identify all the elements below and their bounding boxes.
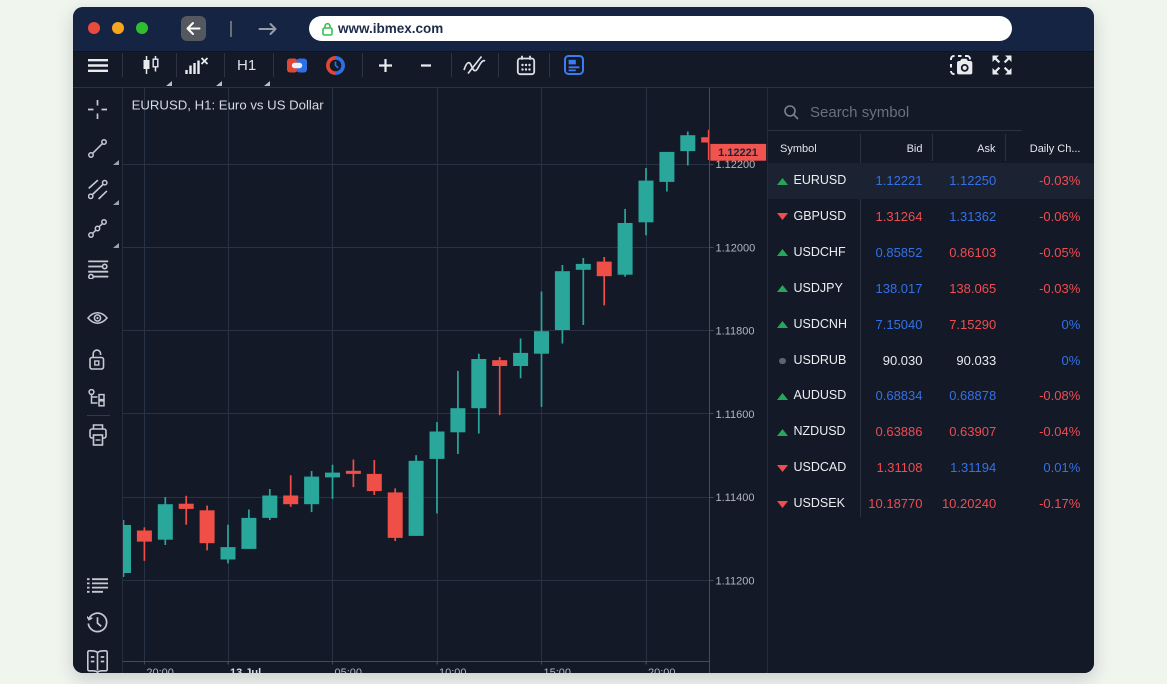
svg-text:1.11600: 1.11600 <box>716 409 755 421</box>
svg-text:1.12221: 1.12221 <box>718 147 758 159</box>
svg-text:1.11800: 1.11800 <box>716 326 755 338</box>
svg-text:EURUSD, H1: Euro vs US Dollar: EURUSD, H1: Euro vs US Dollar <box>132 98 325 113</box>
svg-text:20:00: 20:00 <box>146 667 174 673</box>
svg-text:1.12200: 1.12200 <box>716 159 756 171</box>
svg-text:10:00: 10:00 <box>439 667 467 673</box>
svg-text:20:00: 20:00 <box>648 667 676 673</box>
svg-text:05:00: 05:00 <box>335 667 363 673</box>
svg-text:1.11200: 1.11200 <box>716 576 755 588</box>
svg-text:15:00: 15:00 <box>544 667 572 673</box>
svg-text:1.11400: 1.11400 <box>716 492 755 504</box>
svg-text:1.12000: 1.12000 <box>716 242 756 254</box>
svg-text:13 Jul: 13 Jul <box>230 667 261 673</box>
